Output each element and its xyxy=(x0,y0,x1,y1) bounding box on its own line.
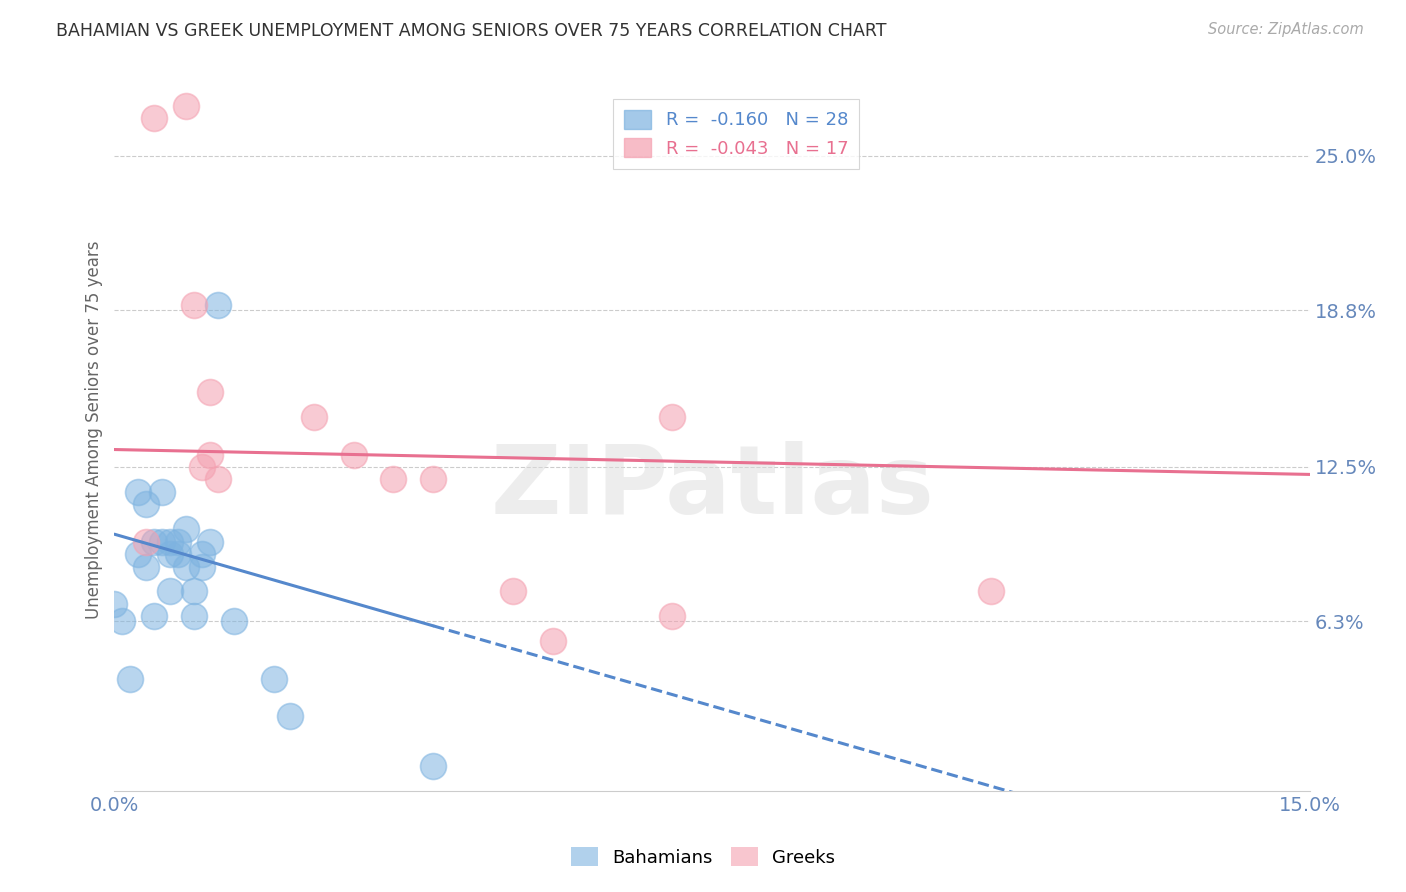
Point xyxy=(191,559,214,574)
Point xyxy=(422,759,444,773)
Point xyxy=(222,615,245,629)
Point xyxy=(191,547,214,561)
Point xyxy=(198,534,221,549)
Point xyxy=(183,609,205,624)
Point xyxy=(143,112,166,126)
Point xyxy=(135,559,157,574)
Point xyxy=(143,609,166,624)
Point xyxy=(159,534,181,549)
Point xyxy=(263,672,285,686)
Text: BAHAMIAN VS GREEK UNEMPLOYMENT AMONG SENIORS OVER 75 YEARS CORRELATION CHART: BAHAMIAN VS GREEK UNEMPLOYMENT AMONG SEN… xyxy=(56,22,887,40)
Point xyxy=(541,634,564,648)
Text: Source: ZipAtlas.com: Source: ZipAtlas.com xyxy=(1208,22,1364,37)
Legend: R =  -0.160   N = 28, R =  -0.043   N = 17: R = -0.160 N = 28, R = -0.043 N = 17 xyxy=(613,99,859,169)
Point xyxy=(422,472,444,486)
Text: ZIPatlas: ZIPatlas xyxy=(491,441,934,534)
Point xyxy=(174,522,197,536)
Point xyxy=(167,534,190,549)
Point xyxy=(207,298,229,312)
Point xyxy=(159,584,181,599)
Point xyxy=(342,448,364,462)
Point xyxy=(198,385,221,400)
Point xyxy=(150,534,173,549)
Point xyxy=(120,672,142,686)
Point xyxy=(174,99,197,113)
Point xyxy=(382,472,405,486)
Point xyxy=(502,584,524,599)
Point xyxy=(159,547,181,561)
Point xyxy=(207,472,229,486)
Point xyxy=(278,709,301,723)
Point xyxy=(103,597,125,611)
Point xyxy=(174,559,197,574)
Point xyxy=(183,584,205,599)
Point xyxy=(191,460,214,475)
Point xyxy=(183,298,205,312)
Point xyxy=(302,410,325,425)
Point xyxy=(661,609,683,624)
Point xyxy=(143,534,166,549)
Point xyxy=(111,615,134,629)
Point xyxy=(135,534,157,549)
Point xyxy=(661,410,683,425)
Point xyxy=(150,484,173,499)
Point xyxy=(167,547,190,561)
Y-axis label: Unemployment Among Seniors over 75 years: Unemployment Among Seniors over 75 years xyxy=(86,240,103,619)
Point xyxy=(135,497,157,511)
Point xyxy=(127,484,149,499)
Point xyxy=(127,547,149,561)
Point xyxy=(980,584,1002,599)
Legend: Bahamians, Greeks: Bahamians, Greeks xyxy=(564,840,842,874)
Point xyxy=(198,448,221,462)
